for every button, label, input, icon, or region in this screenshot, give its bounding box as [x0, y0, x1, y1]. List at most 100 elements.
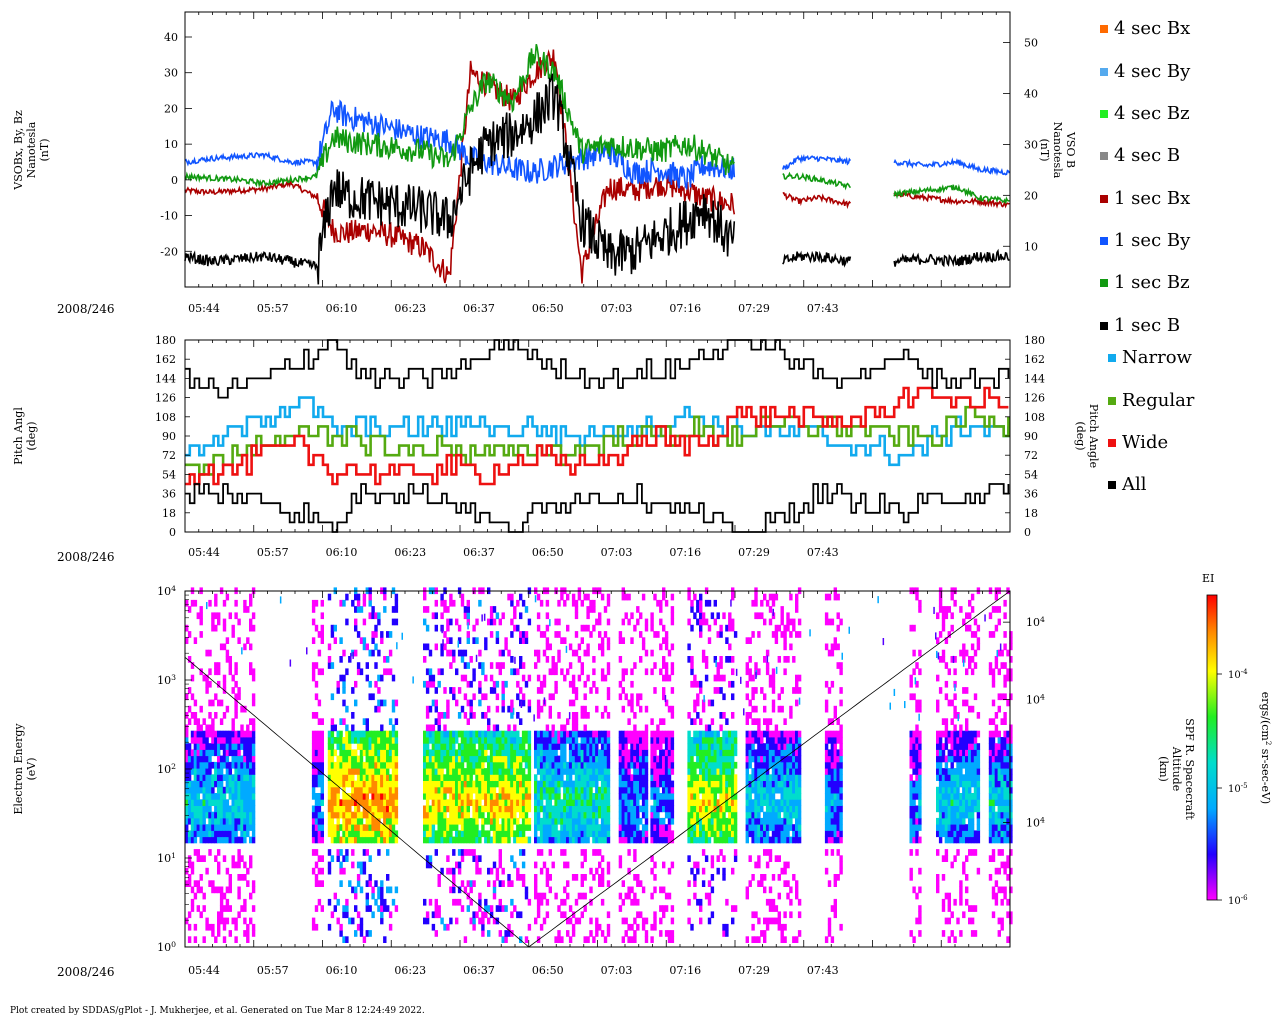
spectrogram-cell — [534, 874, 538, 881]
spectrogram-cell — [251, 737, 256, 744]
spectrogram-cell — [434, 737, 438, 744]
spectrogram-cell — [563, 743, 567, 750]
spectrogram-cell — [356, 824, 361, 831]
spectrogram-cell — [196, 786, 200, 794]
spectrogram-cell — [667, 749, 672, 757]
spectrogram-cell — [536, 755, 541, 763]
spectrogram-cell — [368, 730, 372, 738]
spectrogram-cell — [351, 712, 355, 719]
spectrogram-cell — [362, 793, 367, 800]
spectrogram-cell — [639, 880, 643, 887]
spectrogram-cell — [710, 886, 715, 894]
spectrogram-cell — [455, 774, 459, 781]
spectrogram-cell — [185, 836, 189, 844]
spectrogram-cell — [592, 780, 596, 788]
spectrogram-cell — [545, 730, 550, 738]
spectrogram-cell — [704, 830, 709, 838]
spectrogram-cell — [765, 761, 770, 769]
spectrogram-cell — [627, 730, 631, 738]
spectrogram-cell — [536, 649, 541, 657]
spectrogram-cell — [795, 886, 799, 894]
spectrogram-cell — [754, 612, 758, 620]
spectrogram-cell — [563, 817, 567, 825]
spectrogram-cell — [391, 768, 396, 775]
spectrogram-cell — [690, 606, 694, 613]
spectrogram-cell — [598, 805, 602, 813]
spectrogram-cell — [484, 674, 488, 682]
spectrogram-cell — [731, 768, 735, 775]
spectrogram-cell — [524, 817, 529, 825]
spectrogram-cell — [545, 643, 550, 651]
spectrogram-cell — [391, 755, 396, 763]
spectrogram-cell — [693, 824, 697, 831]
spectrogram-cell — [193, 730, 198, 738]
spectrogram-cell — [539, 761, 544, 769]
spectrogram-cell — [327, 817, 332, 825]
spectrogram-cell — [394, 593, 399, 601]
spectrogram-cell — [519, 793, 523, 800]
spectrogram-cell — [394, 606, 399, 613]
spectrogram-cell — [469, 836, 473, 844]
spectrogram-cell — [359, 793, 364, 800]
spectrogram-cell — [356, 668, 361, 676]
spectrogram-cell — [644, 761, 649, 769]
spectrogram-cell — [656, 755, 660, 763]
spectrogram-cell — [217, 830, 221, 838]
spectrogram-cell — [595, 793, 599, 800]
mag-time-label: 07:03 — [601, 302, 633, 315]
spectrogram-cell — [583, 786, 587, 794]
spectrogram-cell — [187, 718, 192, 725]
spectrogram-cell — [320, 830, 324, 838]
spectrogram-cell — [348, 780, 352, 788]
spectrogram-cell — [824, 612, 829, 620]
spectrogram-cell — [771, 699, 776, 707]
spectrogram-cell — [190, 799, 195, 806]
spectrogram-cell — [633, 712, 637, 719]
spectrogram-cell — [780, 743, 784, 750]
spectrogram-cell — [571, 737, 576, 744]
spectrogram-cell — [342, 599, 346, 607]
spectrogram-cell — [185, 824, 189, 831]
spectrogram-cell — [339, 749, 343, 757]
spectrogram-cell — [386, 793, 390, 800]
spectrogram-cell — [388, 780, 393, 788]
spectrogram-cell — [431, 730, 436, 738]
spectrogram-cell — [627, 805, 631, 813]
spectrogram-cell — [630, 780, 634, 788]
spectrogram-cell — [217, 662, 221, 669]
spectrogram-cell — [452, 693, 456, 701]
spectrogram-cell — [330, 805, 335, 813]
spectrogram-cell — [348, 749, 352, 757]
spectrogram-cell — [534, 780, 538, 788]
spectrogram-cell — [566, 836, 570, 844]
spectrogram-cell — [751, 780, 755, 788]
spectrogram-cell — [719, 774, 723, 781]
spectrogram-cell — [606, 911, 611, 919]
spectrogram-cell — [627, 755, 631, 763]
spectrogram-cell — [745, 811, 749, 819]
spectrogram-cell — [783, 730, 787, 738]
spectrogram-cell — [351, 811, 355, 819]
spectrogram-cell — [771, 874, 776, 881]
spectrogram-cell — [452, 898, 456, 906]
spectrogram-cell — [237, 693, 241, 701]
spectrogram-cell — [327, 786, 332, 794]
spectrogram-cell — [725, 836, 729, 844]
spectrogram-cell — [598, 923, 602, 931]
spectrogram-cell — [592, 761, 596, 769]
pitch-time-label: 06:10 — [326, 546, 358, 559]
spectrogram-cell — [495, 817, 500, 825]
spectrogram-cell — [311, 768, 316, 775]
spectrogram-cell — [719, 712, 723, 719]
spectrogram-cell — [754, 817, 758, 825]
spectrogram-cell — [524, 631, 529, 638]
spectrogram-cell — [469, 680, 473, 688]
pitch-ytick-label: 90 — [162, 430, 176, 443]
spectrogram-cell — [208, 817, 212, 825]
spectrogram-cell — [440, 730, 444, 738]
spectrogram-cell — [754, 824, 758, 831]
spectrogram-cell — [824, 786, 829, 794]
spectrogram-cell — [693, 817, 697, 825]
spectrogram-cell — [354, 892, 358, 900]
spectrogram-cell — [789, 780, 793, 788]
